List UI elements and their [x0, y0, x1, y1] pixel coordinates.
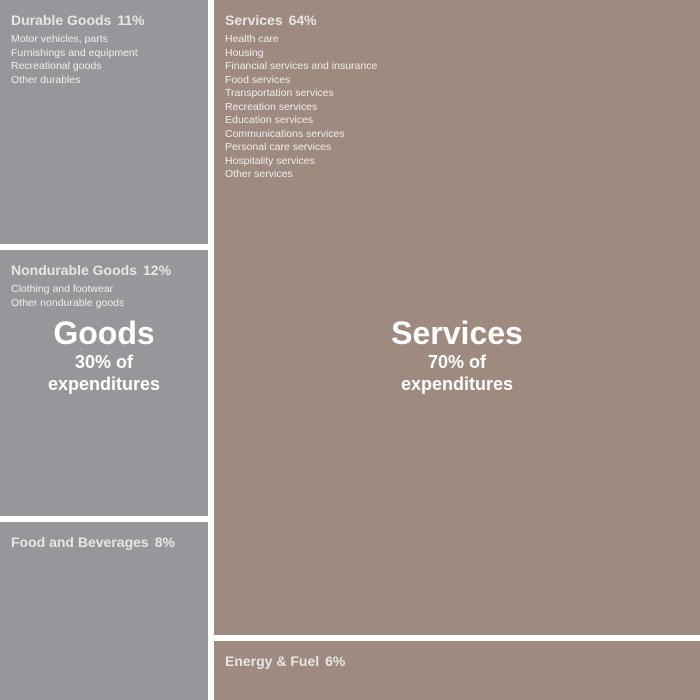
tile-durable-goods: Durable Goods 11% Motor vehicles, parts Fur… [0, 0, 208, 244]
tile-item: Motor vehicles, parts [11, 33, 108, 45]
tile-title: Durable Goods 11% [11, 12, 145, 28]
tile-item: Health care [225, 33, 279, 45]
tile-item: Recreational goods [11, 60, 102, 72]
tile-name: Food and Beverages [11, 534, 149, 550]
tile-item: Transportation services [225, 87, 334, 99]
tile-item: Food services [225, 73, 291, 86]
tile-item-list: Health care Housing Financial services and… [225, 33, 377, 182]
group-share: 30% of expenditures [47, 352, 161, 394]
tile-item: Recreation services [225, 100, 318, 113]
tile-item: Other nondurable goods [11, 296, 125, 309]
tile-energy-and-fuel: Energy & Fuel 6% [214, 641, 700, 700]
group-label-goods: Goods 30% of expenditures [34, 315, 174, 395]
tile-percent: 6% [325, 653, 346, 669]
tile-item: Furnishings and equipment [11, 46, 138, 59]
tile-title: Services 64% [225, 12, 317, 28]
tile-name: Services [225, 12, 283, 28]
tile-item-list: Motor vehicles, parts Furnishings and equ… [11, 33, 138, 87]
tile-item: Other durables [11, 73, 81, 86]
tile-name: Energy & Fuel [225, 653, 320, 669]
tile-percent: 12% [143, 262, 172, 278]
tile-item: Financial services and insurance [225, 60, 378, 72]
group-label-services: Services 70% of expenditures [387, 315, 527, 395]
tile-percent: 64% [288, 12, 317, 28]
tile-name: Nondurable Goods [11, 262, 137, 278]
tile-item: Education services [225, 114, 314, 126]
group-name: Services [391, 315, 523, 351]
tile-title: Nondurable Goods 12% [11, 262, 171, 278]
tile-nondurable-goods: Nondurable Goods 12% Clothing and footwear… [0, 250, 208, 516]
tile-percent: 8% [154, 534, 175, 550]
tile-item: Other services [225, 168, 293, 180]
tile-services: Services 64% Health care Housing Financial s… [214, 0, 700, 635]
tile-title: Food and Beverages 8% [11, 534, 175, 550]
tile-item-list: Clothing and footwear Other nondurable go… [11, 283, 124, 310]
group-share: 70% of expenditures [400, 352, 514, 394]
tile-percent: 11% [117, 12, 145, 28]
tile-item: Communications services [225, 127, 345, 140]
tile-name: Durable Goods [11, 12, 112, 28]
tile-item: Clothing and footwear [11, 283, 114, 295]
group-name: Goods [53, 315, 155, 351]
tile-title: Energy & Fuel 6% [225, 653, 345, 669]
tile-food-and-beverages: Food and Beverages 8% [0, 522, 208, 700]
tile-item: Housing [225, 46, 264, 59]
tile-item: Hospitality services [225, 154, 315, 167]
tile-item: Personal care services [225, 141, 332, 153]
